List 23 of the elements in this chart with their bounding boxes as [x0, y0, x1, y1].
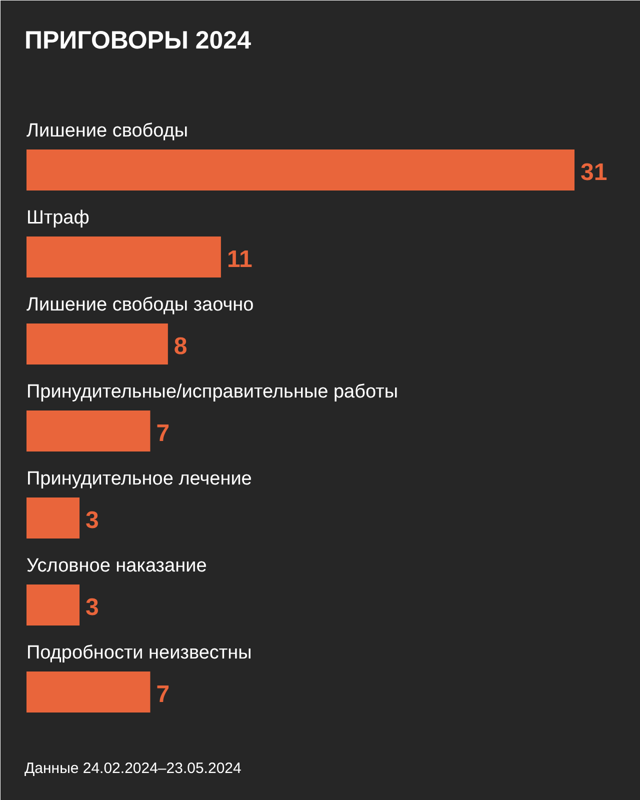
data-label: 3: [86, 507, 99, 534]
bar: [26, 584, 80, 626]
bar: [26, 672, 150, 712]
data-label: 8: [174, 333, 188, 360]
y-tick-label: Подробности неизвестны: [26, 642, 252, 664]
y-tick-label: Лишение свободы: [26, 120, 188, 142]
bar: [26, 324, 168, 364]
bar: [26, 410, 150, 452]
data-label: 11: [226, 246, 252, 273]
data-label: 31: [580, 159, 608, 186]
bar: [26, 236, 221, 278]
bar: [26, 498, 80, 538]
chart-title: ПРИГОВОРЫ 2024: [24, 26, 252, 54]
data-label: 3: [86, 594, 99, 621]
y-tick-label: Принудительные/исправительные работы: [26, 382, 398, 402]
data-label: 7: [156, 681, 170, 708]
text: Данные 24.02.2024–23.05.2024: [24, 760, 242, 777]
y-tick-label: Лишение свободы заочно: [26, 294, 254, 316]
y-tick-label: Штраф: [26, 208, 90, 228]
y-tick-label: Принудительное лечение: [26, 468, 252, 490]
data-label: 7: [156, 420, 170, 447]
y-tick-label: Условное наказание: [26, 556, 207, 576]
bar: [26, 150, 574, 190]
